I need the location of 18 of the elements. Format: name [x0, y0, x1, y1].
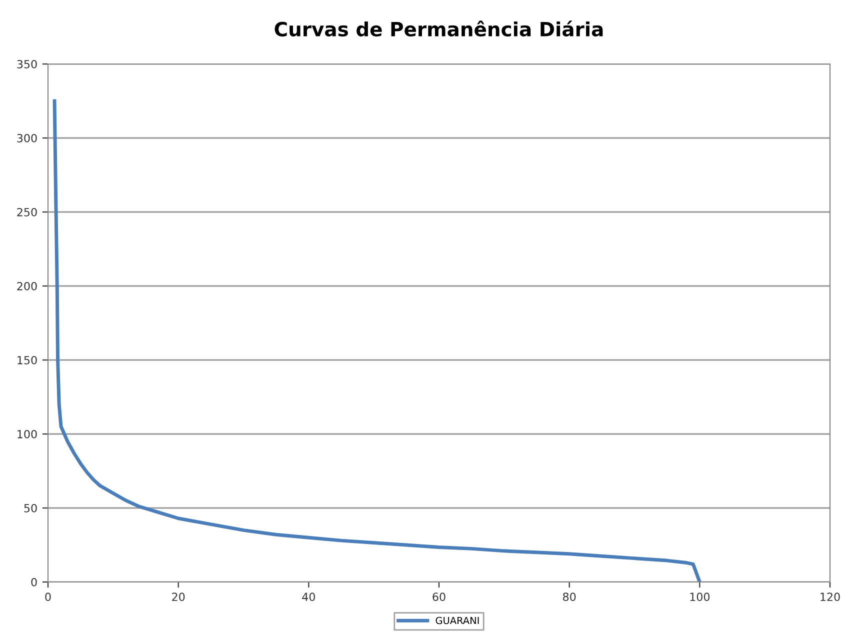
- x-tick-label: 120: [820, 592, 840, 602]
- y-tick-label: 50: [24, 504, 37, 512]
- y-tick-label: 300: [17, 134, 37, 142]
- y-tick-label: 100: [18, 430, 37, 438]
- x-tick-label: 0: [45, 592, 51, 602]
- x-tick-label: 20: [172, 592, 185, 602]
- y-tick-label: 150: [18, 356, 37, 364]
- x-tick-label: 60: [432, 592, 446, 602]
- y-tick-label: 200: [17, 282, 37, 290]
- x-tick-label: 80: [563, 592, 576, 602]
- x-tick-label: 40: [302, 592, 315, 602]
- y-tick-label: 350: [17, 60, 37, 68]
- chart-title: Curvas de Permanência Diária: [274, 20, 603, 36]
- line-series: [52, 99, 702, 582]
- legend-label: GUARANI: [436, 616, 479, 624]
- y-tick-label: 0: [31, 578, 37, 586]
- x-tick-label: 100: [690, 592, 710, 602]
- y-tick-label: 250: [17, 208, 37, 216]
